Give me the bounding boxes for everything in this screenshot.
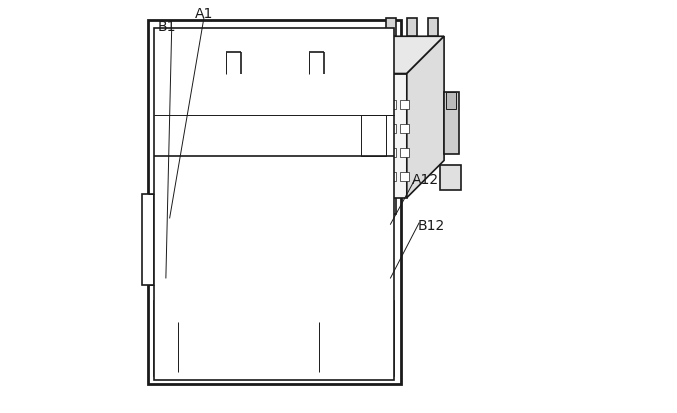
Text: B1: B1: [158, 20, 176, 34]
Bar: [291, 66, 320, 116]
Bar: [309, 322, 347, 372]
Bar: [204, 53, 241, 83]
Bar: [156, 199, 392, 310]
Bar: [373, 173, 383, 182]
Bar: [347, 173, 356, 182]
Bar: [180, 278, 194, 289]
Bar: [180, 220, 194, 231]
Bar: [444, 93, 458, 155]
Bar: [386, 165, 397, 215]
Bar: [354, 220, 368, 231]
Text: A1: A1: [195, 7, 213, 21]
Bar: [154, 29, 395, 380]
Bar: [319, 278, 332, 289]
Bar: [169, 322, 206, 372]
Bar: [360, 101, 369, 110]
Bar: [360, 149, 369, 158]
Text: A12: A12: [412, 173, 439, 187]
Bar: [197, 278, 211, 289]
Polygon shape: [407, 37, 444, 198]
Bar: [250, 278, 263, 289]
Bar: [142, 194, 154, 285]
Bar: [360, 125, 369, 134]
Bar: [360, 173, 369, 182]
Bar: [208, 66, 237, 116]
Bar: [400, 101, 409, 110]
Bar: [400, 125, 409, 134]
Bar: [148, 21, 401, 384]
Bar: [336, 278, 350, 289]
Bar: [215, 278, 228, 289]
Bar: [386, 19, 397, 37]
Bar: [287, 53, 324, 83]
Bar: [347, 125, 356, 134]
Bar: [407, 19, 417, 37]
Bar: [400, 149, 409, 158]
Bar: [302, 278, 315, 289]
Bar: [284, 220, 298, 231]
Bar: [387, 101, 395, 110]
Bar: [440, 166, 460, 191]
Bar: [347, 149, 356, 158]
Polygon shape: [336, 37, 444, 74]
Bar: [284, 278, 298, 289]
Bar: [232, 220, 246, 231]
Bar: [302, 220, 315, 231]
Bar: [347, 101, 356, 110]
Bar: [267, 278, 280, 289]
Bar: [354, 278, 368, 289]
Bar: [446, 93, 456, 109]
Bar: [373, 125, 383, 134]
Bar: [267, 220, 280, 231]
Bar: [387, 149, 395, 158]
Bar: [250, 220, 263, 231]
Bar: [373, 149, 383, 158]
Bar: [400, 173, 409, 182]
Bar: [319, 220, 332, 231]
Bar: [208, 62, 237, 116]
Bar: [336, 74, 407, 198]
Bar: [336, 220, 350, 231]
Bar: [215, 220, 228, 231]
Text: B12: B12: [418, 218, 445, 232]
Bar: [232, 278, 246, 289]
Bar: [162, 220, 176, 231]
Bar: [373, 101, 383, 110]
Bar: [387, 125, 395, 134]
Bar: [427, 19, 438, 37]
Bar: [197, 220, 211, 231]
Bar: [162, 278, 176, 289]
Bar: [154, 301, 395, 376]
Bar: [387, 173, 395, 182]
Bar: [291, 62, 320, 116]
